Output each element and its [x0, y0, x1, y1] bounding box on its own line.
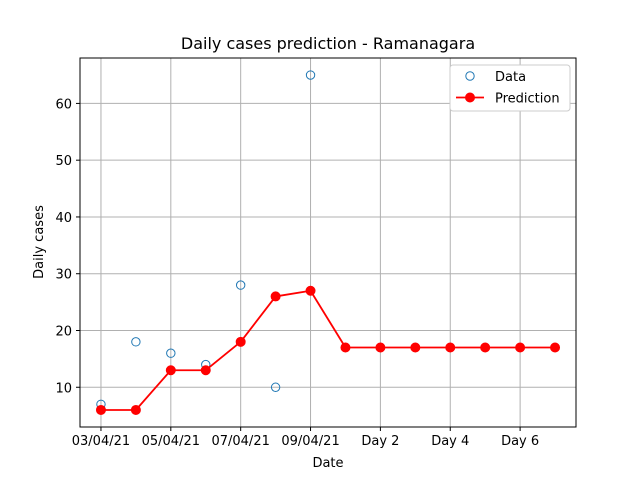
x-axis-label: Date: [312, 456, 343, 471]
prediction-point: [410, 342, 421, 353]
data-point: [166, 348, 176, 358]
data-point: [131, 337, 141, 347]
y-tick-label: 50: [55, 154, 72, 169]
legend-label: Prediction: [495, 92, 560, 107]
x-tick-label: Day 6: [501, 434, 539, 449]
x-tick-label: 09/04/21: [281, 434, 339, 449]
prediction-point: [95, 404, 106, 415]
grid-lines: [80, 58, 576, 427]
y-tick-label: 20: [55, 324, 72, 339]
prediction-point: [305, 285, 316, 296]
prediction-point: [130, 404, 141, 415]
legend-marker: [465, 71, 475, 81]
legend-items: Data Prediction: [456, 70, 560, 107]
prediction-point: [445, 342, 456, 353]
data-point: [235, 280, 246, 290]
prediction-point: [480, 342, 491, 353]
plot-frame: [79, 57, 577, 428]
legend-marker: [465, 92, 475, 103]
prediction-line: [100, 289, 556, 411]
prediction-point: [375, 342, 386, 353]
data-point: [270, 382, 281, 392]
data-point: [305, 70, 316, 80]
prediction-point: [550, 342, 561, 353]
legend-label: Data: [495, 70, 526, 85]
y-tick-label: 60: [55, 97, 72, 112]
x-tick-label: Day 4: [431, 434, 469, 449]
y-axis-label: Daily cases: [32, 205, 47, 279]
prediction-point: [235, 336, 246, 347]
x-tick-label: 03/04/21: [72, 434, 130, 449]
x-tick-label: Day 2: [361, 434, 399, 449]
prediction-point: [515, 342, 526, 353]
legend-box: [449, 64, 571, 112]
plot-series: [95, 70, 561, 415]
chart-title: Daily cases prediction - Ramanagara: [181, 34, 475, 53]
y-tick-label: 10: [55, 381, 72, 396]
axis-ticks: 03/04/21 05/04/21 07/04/21 09/04/21 Day 2 Day…: [55, 97, 539, 449]
x-tick-label: 05/04/21: [142, 434, 200, 449]
x-tick-label: 07/04/21: [211, 434, 269, 449]
y-tick-label: 40: [55, 211, 72, 226]
legend: Data Prediction: [449, 64, 571, 112]
prediction-point: [200, 365, 211, 376]
prediction-point: [165, 365, 176, 376]
prediction-point: [340, 342, 351, 353]
y-tick-label: 30: [55, 268, 72, 283]
prediction-point: [270, 291, 281, 302]
